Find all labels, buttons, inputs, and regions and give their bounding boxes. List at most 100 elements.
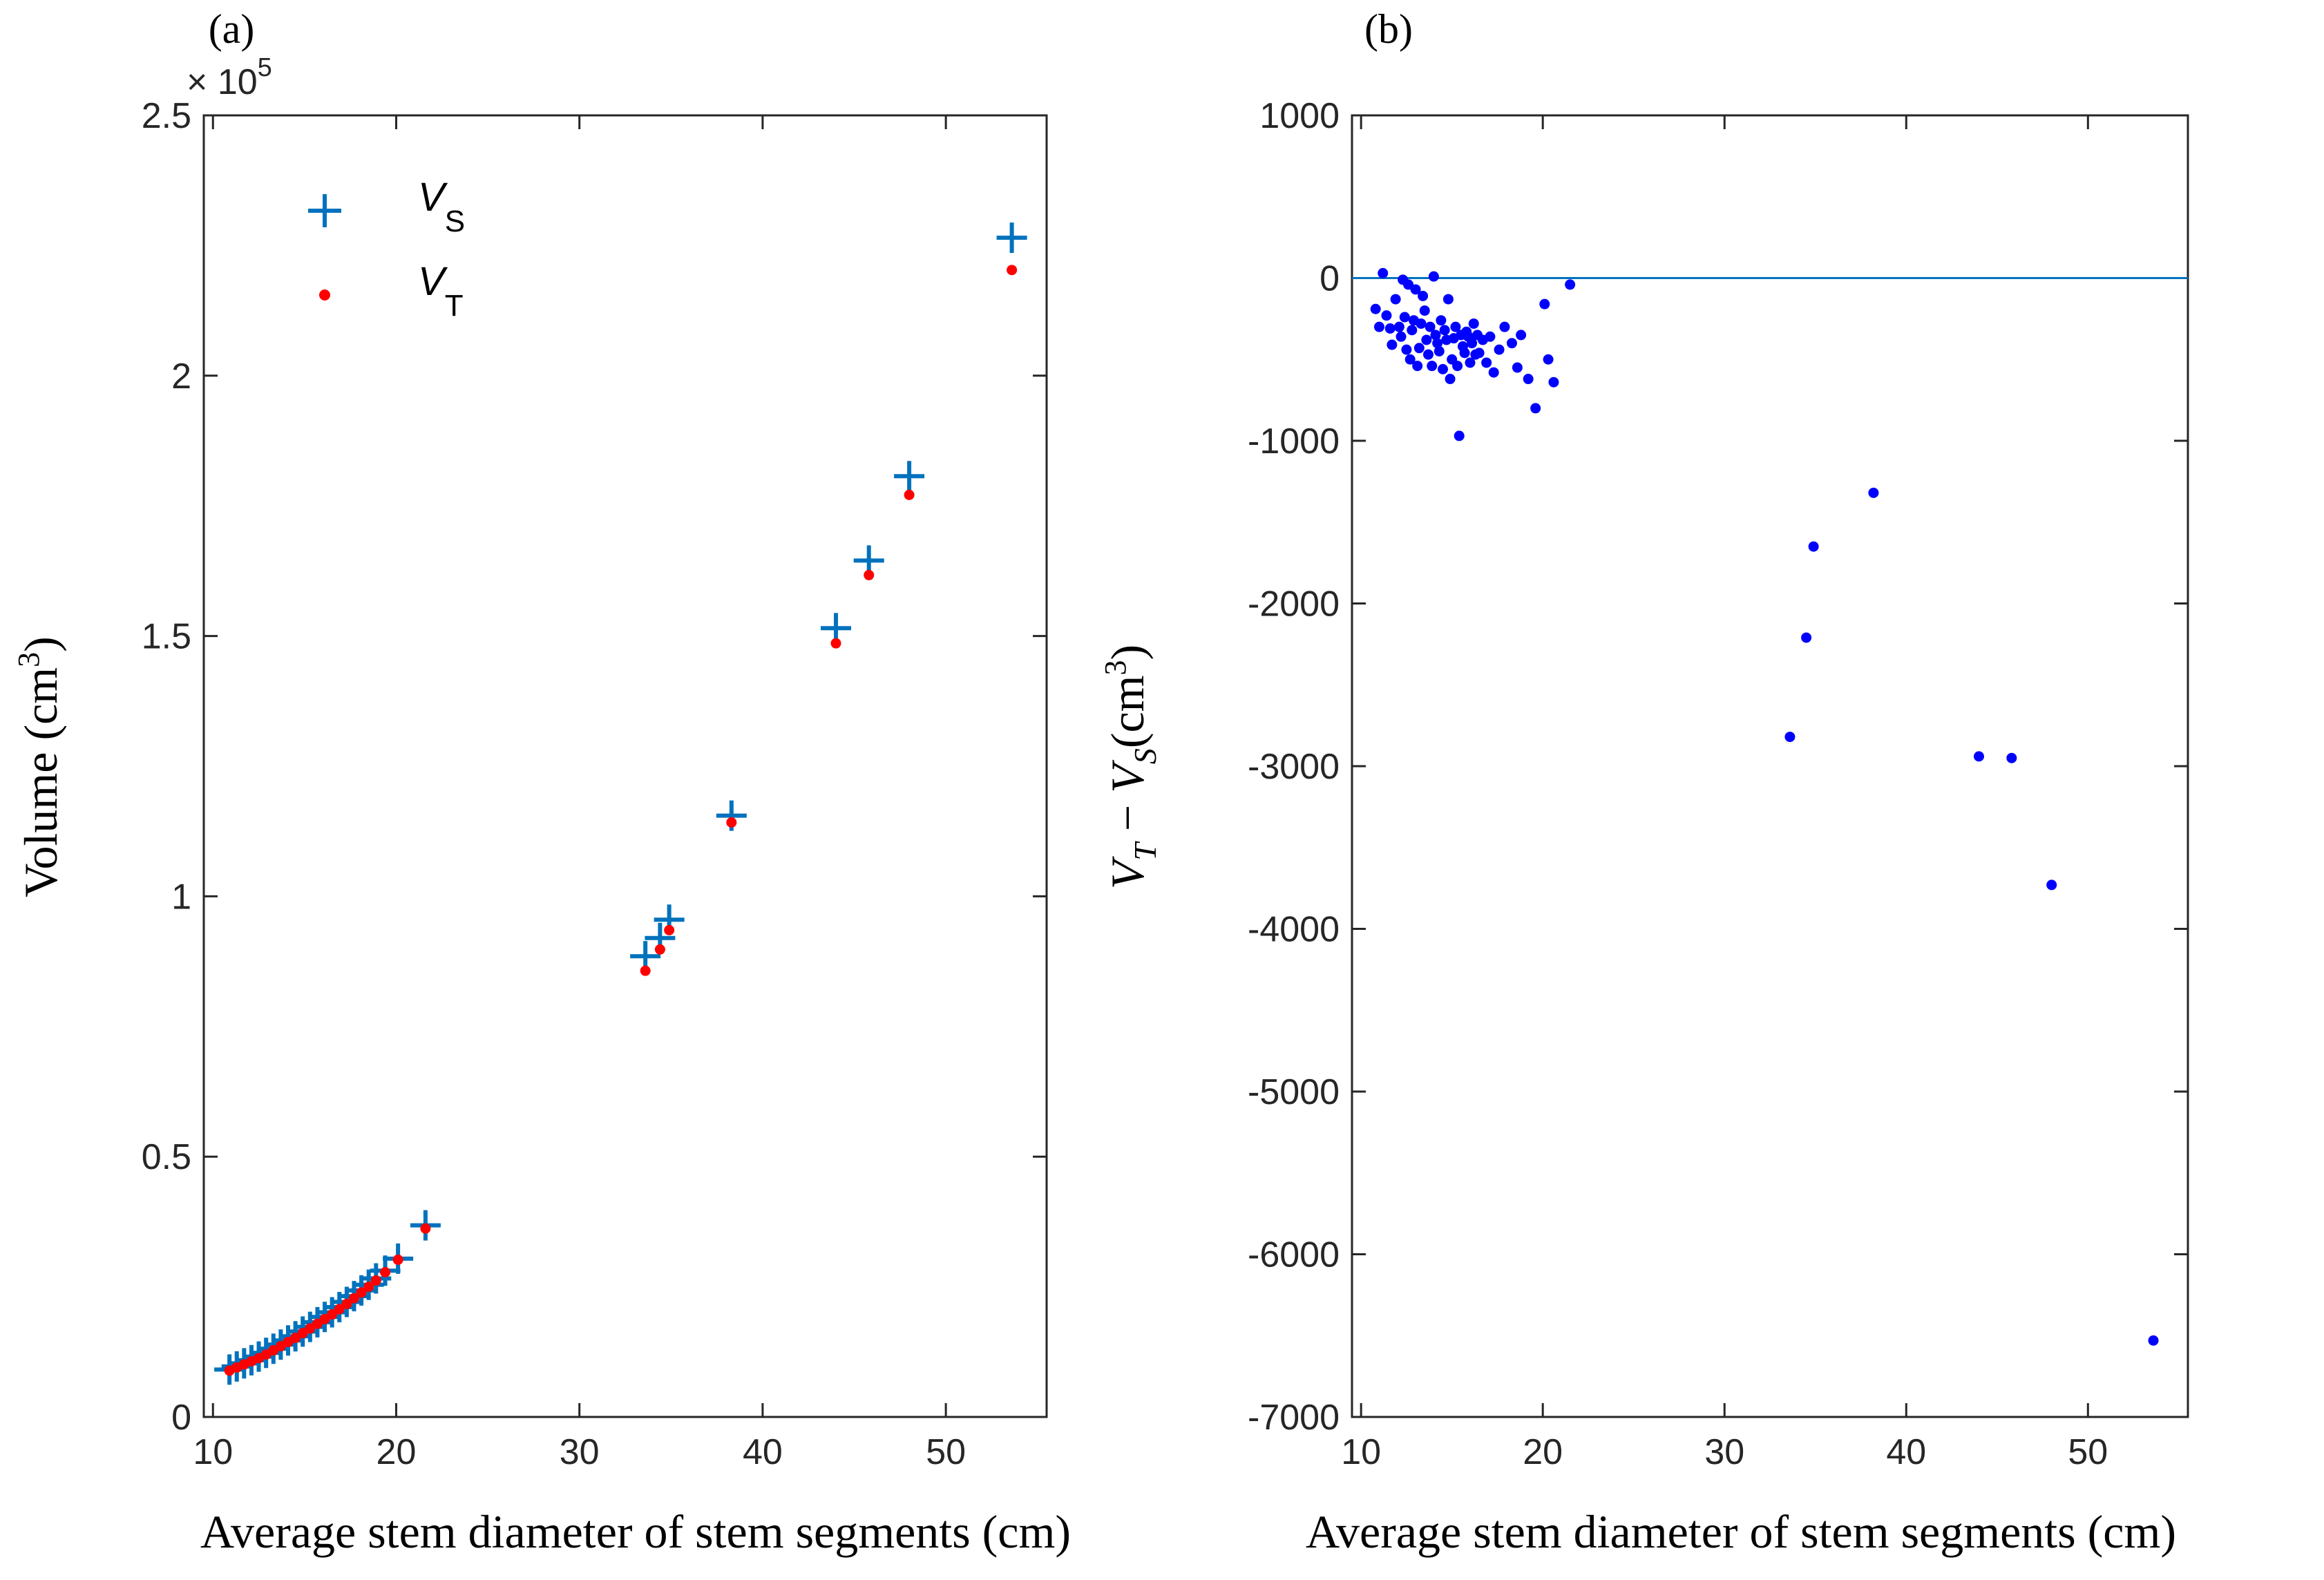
y-tick-label: 1.5: [142, 617, 191, 657]
difference-dot-marker: [1404, 354, 1416, 365]
x-tick-label: 30: [560, 1432, 600, 1472]
difference-dot-marker: [1412, 361, 1423, 372]
y-tick-label: 0.5: [142, 1137, 191, 1177]
panel-b-x-label: Average stem diameter of stem segments (…: [1306, 1505, 2176, 1558]
y-tick-label: -4000: [1248, 910, 1340, 950]
panel-a-label: (a): [209, 6, 255, 52]
difference-dot-marker: [1868, 487, 1879, 498]
difference-dot-marker: [1488, 367, 1499, 378]
difference-dot-marker: [1445, 374, 1456, 385]
y-tick-label: -7000: [1248, 1398, 1340, 1438]
difference-dot-marker: [1416, 318, 1427, 329]
difference-dot-marker: [1454, 430, 1465, 441]
y-tick-label: -5000: [1248, 1072, 1340, 1112]
vt-dot-marker: [654, 944, 665, 955]
difference-dot-marker: [1413, 343, 1425, 354]
difference-dot-marker: [1387, 339, 1398, 350]
vt-dot-marker: [348, 1293, 359, 1304]
panel-a-axes-box: [202, 114, 1048, 1418]
panel-a-multiplier: × 105: [187, 53, 272, 102]
difference-dot-marker: [1422, 349, 1434, 360]
difference-dot-marker: [1401, 344, 1412, 355]
vs-plus-marker: [894, 461, 925, 492]
x-tick-label: 50: [926, 1432, 966, 1472]
difference-dot-marker: [1438, 363, 1449, 374]
difference-dot-marker: [1418, 290, 1429, 301]
difference-dot-marker: [1523, 374, 1534, 385]
panel-b-x-ticks: 10 20 30 40 50: [1341, 115, 2108, 1472]
difference-dot-marker: [1428, 271, 1439, 282]
panel-a-y-label: Volume (cm3): [12, 636, 67, 897]
vt-dot-marker: [664, 924, 675, 935]
legend-vt-label: VT: [418, 259, 464, 323]
difference-dot-marker: [1381, 310, 1392, 321]
legend-vs-marker: [308, 194, 341, 227]
difference-dot-marker: [1467, 338, 1478, 349]
difference-dot-marker: [1421, 334, 1432, 345]
vt-dot-marker: [356, 1287, 367, 1298]
difference-dot-marker: [1974, 751, 1984, 762]
difference-dot-marker: [1468, 318, 1479, 329]
panel-b-y-ticks: -7000 -6000 -5000 -4000 -3000 -2000 -1000 0 1000: [1248, 96, 2188, 1438]
difference-dot-marker: [1410, 284, 1421, 295]
difference-dot-marker: [1474, 348, 1485, 359]
x-tick-label: 40: [1886, 1432, 1926, 1472]
difference-dot-marker: [1390, 294, 1401, 305]
legend-vs-label: VS: [418, 175, 465, 238]
vt-dot-marker: [726, 817, 737, 828]
panel-a-legend: VS VT: [308, 175, 465, 323]
difference-dot-marker: [1801, 632, 1812, 643]
y-tick-label: 0: [171, 1398, 191, 1438]
vt-dot-marker: [1007, 265, 1018, 276]
difference-dot-marker: [1373, 321, 1384, 332]
x-tick-label: 10: [1341, 1432, 1381, 1472]
difference-dot-marker: [1450, 321, 1461, 332]
panel-a-data-marks: [214, 222, 1027, 1385]
panel-b-label: (b): [1364, 6, 1413, 52]
vt-dot-marker: [341, 1298, 352, 1309]
y-tick-label: -6000: [1248, 1235, 1340, 1275]
panel-a-y-ticks: 0 0.5 1 1.5 2 2.5: [142, 96, 1047, 1438]
x-tick-label: 20: [377, 1432, 417, 1472]
y-tick-label: 2: [171, 356, 191, 397]
vt-dot-marker: [392, 1254, 403, 1265]
vt-dot-marker: [830, 638, 841, 649]
difference-dot-marker: [1432, 338, 1443, 349]
difference-dot-marker: [2148, 1335, 2159, 1346]
difference-dot-marker: [2046, 879, 2057, 891]
difference-dot-marker: [1784, 732, 1796, 743]
difference-dot-marker: [1436, 315, 1447, 326]
difference-dot-marker: [1485, 331, 1496, 342]
vt-dot-marker: [380, 1266, 391, 1277]
difference-dot-marker: [1393, 321, 1404, 332]
difference-dot-marker: [1430, 330, 1441, 341]
difference-dot-marker: [1403, 279, 1414, 290]
y-tick-label: -1000: [1248, 421, 1340, 461]
difference-dot-marker: [1481, 357, 1492, 368]
difference-dot-marker: [1565, 279, 1576, 290]
vt-dot-marker: [334, 1304, 345, 1315]
panel-b-data-marks: [1370, 267, 2159, 1346]
difference-dot-marker: [1512, 362, 1523, 373]
difference-dot-marker: [1459, 348, 1470, 359]
y-tick-label: -3000: [1248, 747, 1340, 787]
difference-dot-marker: [1439, 325, 1450, 336]
y-tick-label: 0: [1320, 259, 1340, 299]
difference-dot-marker: [1434, 345, 1445, 356]
difference-dot-marker: [1370, 303, 1381, 314]
difference-dot-marker: [1452, 361, 1463, 372]
x-tick-label: 40: [743, 1432, 783, 1472]
difference-dot-marker: [1419, 305, 1430, 316]
difference-dot-marker: [1808, 541, 1819, 552]
x-tick-label: 20: [1523, 1432, 1563, 1472]
panel-b-y-label: VT − VS(cm3): [1098, 645, 1163, 889]
panel-b-difference-chart: (b) 10 20 30 40 50 -7000 -6000 -5000 -4000 -3000…: [1098, 6, 2189, 1558]
vt-dot-marker: [363, 1282, 374, 1293]
vt-dot-marker: [370, 1275, 381, 1286]
difference-dot-marker: [1530, 403, 1541, 414]
vt-dot-marker: [327, 1309, 338, 1320]
difference-dot-marker: [1494, 344, 1505, 355]
vs-plus-marker: [996, 222, 1027, 254]
difference-dot-marker: [1539, 298, 1550, 310]
